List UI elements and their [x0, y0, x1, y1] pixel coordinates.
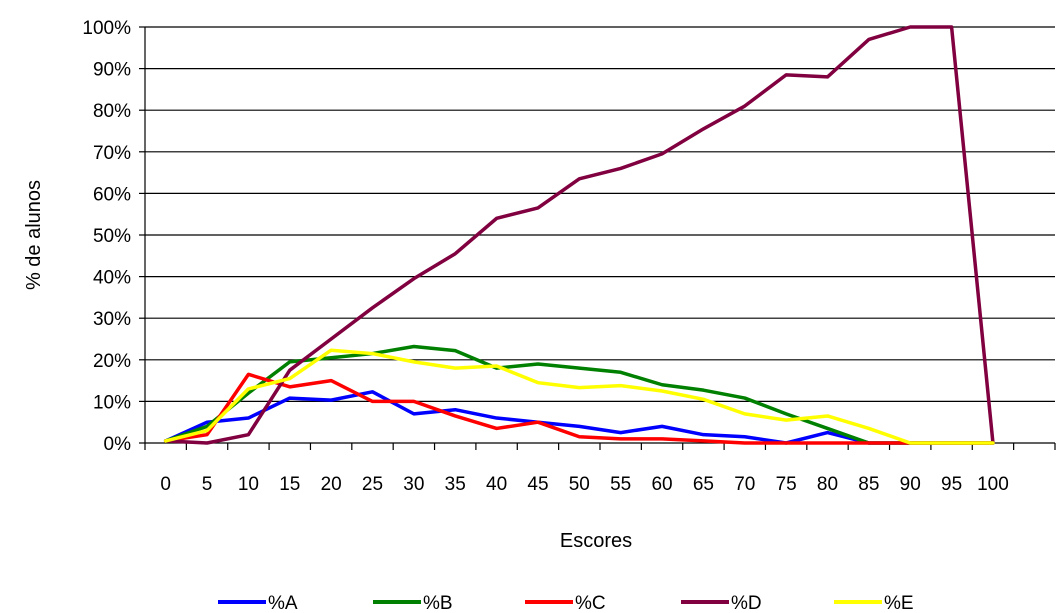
- x-tick-label: 25: [362, 474, 383, 495]
- y-tick-label: 10%: [93, 392, 131, 413]
- x-tick-label: 95: [941, 474, 962, 495]
- legend-label: %D: [731, 593, 762, 613]
- series-line: [163, 348, 995, 445]
- legend-label: %B: [423, 593, 453, 613]
- x-tick-label: 5: [202, 474, 213, 495]
- y-tick-label: 20%: [93, 351, 131, 372]
- x-tick-label: 75: [776, 474, 797, 495]
- x-tick-label: 85: [858, 474, 879, 495]
- x-tick-labels: 0 5 10 15 20 25 30 35 40 45 50 55 60 65 70 75 80 85 90 95 10…: [160, 474, 1008, 495]
- series-lines: [163, 25, 995, 445]
- x-tick-label: 15: [279, 474, 300, 495]
- x-tick-label: 35: [445, 474, 466, 495]
- x-tick-label: 0: [160, 474, 171, 495]
- legend: %A %B %C %D %E: [218, 593, 914, 613]
- x-tick-label: 90: [900, 474, 921, 495]
- y-tick-label: 50%: [93, 226, 131, 247]
- gridlines: [145, 26, 1055, 402]
- y-tick-label: 0%: [104, 434, 132, 455]
- y-tick-label: 100%: [82, 18, 131, 39]
- y-tick-label: 90%: [93, 60, 131, 81]
- x-tick-label: 40: [486, 474, 507, 495]
- x-tick-label: 65: [693, 474, 714, 495]
- series-line: [163, 25, 995, 445]
- x-tick-label: 30: [403, 474, 424, 495]
- legend-label: %C: [575, 593, 606, 613]
- x-tick-label: 100: [977, 474, 1009, 495]
- y-tick-label: 30%: [93, 309, 131, 330]
- y-tick-label: 70%: [93, 143, 131, 164]
- x-tick-label: 60: [651, 474, 672, 495]
- x-tick-label: 55: [610, 474, 631, 495]
- series-line: [163, 372, 995, 445]
- x-tick-label: 70: [734, 474, 755, 495]
- x-tick-label: 80: [817, 474, 838, 495]
- y-tick-labels: 0% 10% 20% 30% 40% 50% 60% 70% 80% 90% 100%: [82, 18, 131, 455]
- legend-label: %A: [268, 593, 298, 613]
- x-tick-label: 20: [321, 474, 342, 495]
- y-axis-title: % de alunos: [23, 180, 45, 290]
- y-tick-label: 60%: [93, 184, 131, 205]
- x-tick-label: 45: [527, 474, 548, 495]
- legend-label: %E: [884, 593, 914, 613]
- y-tick-label: 40%: [93, 268, 131, 289]
- x-axis-title: Escores: [560, 530, 632, 552]
- x-tick-label: 10: [238, 474, 259, 495]
- y-tick-label: 80%: [93, 101, 131, 122]
- x-tick-label: 50: [569, 474, 590, 495]
